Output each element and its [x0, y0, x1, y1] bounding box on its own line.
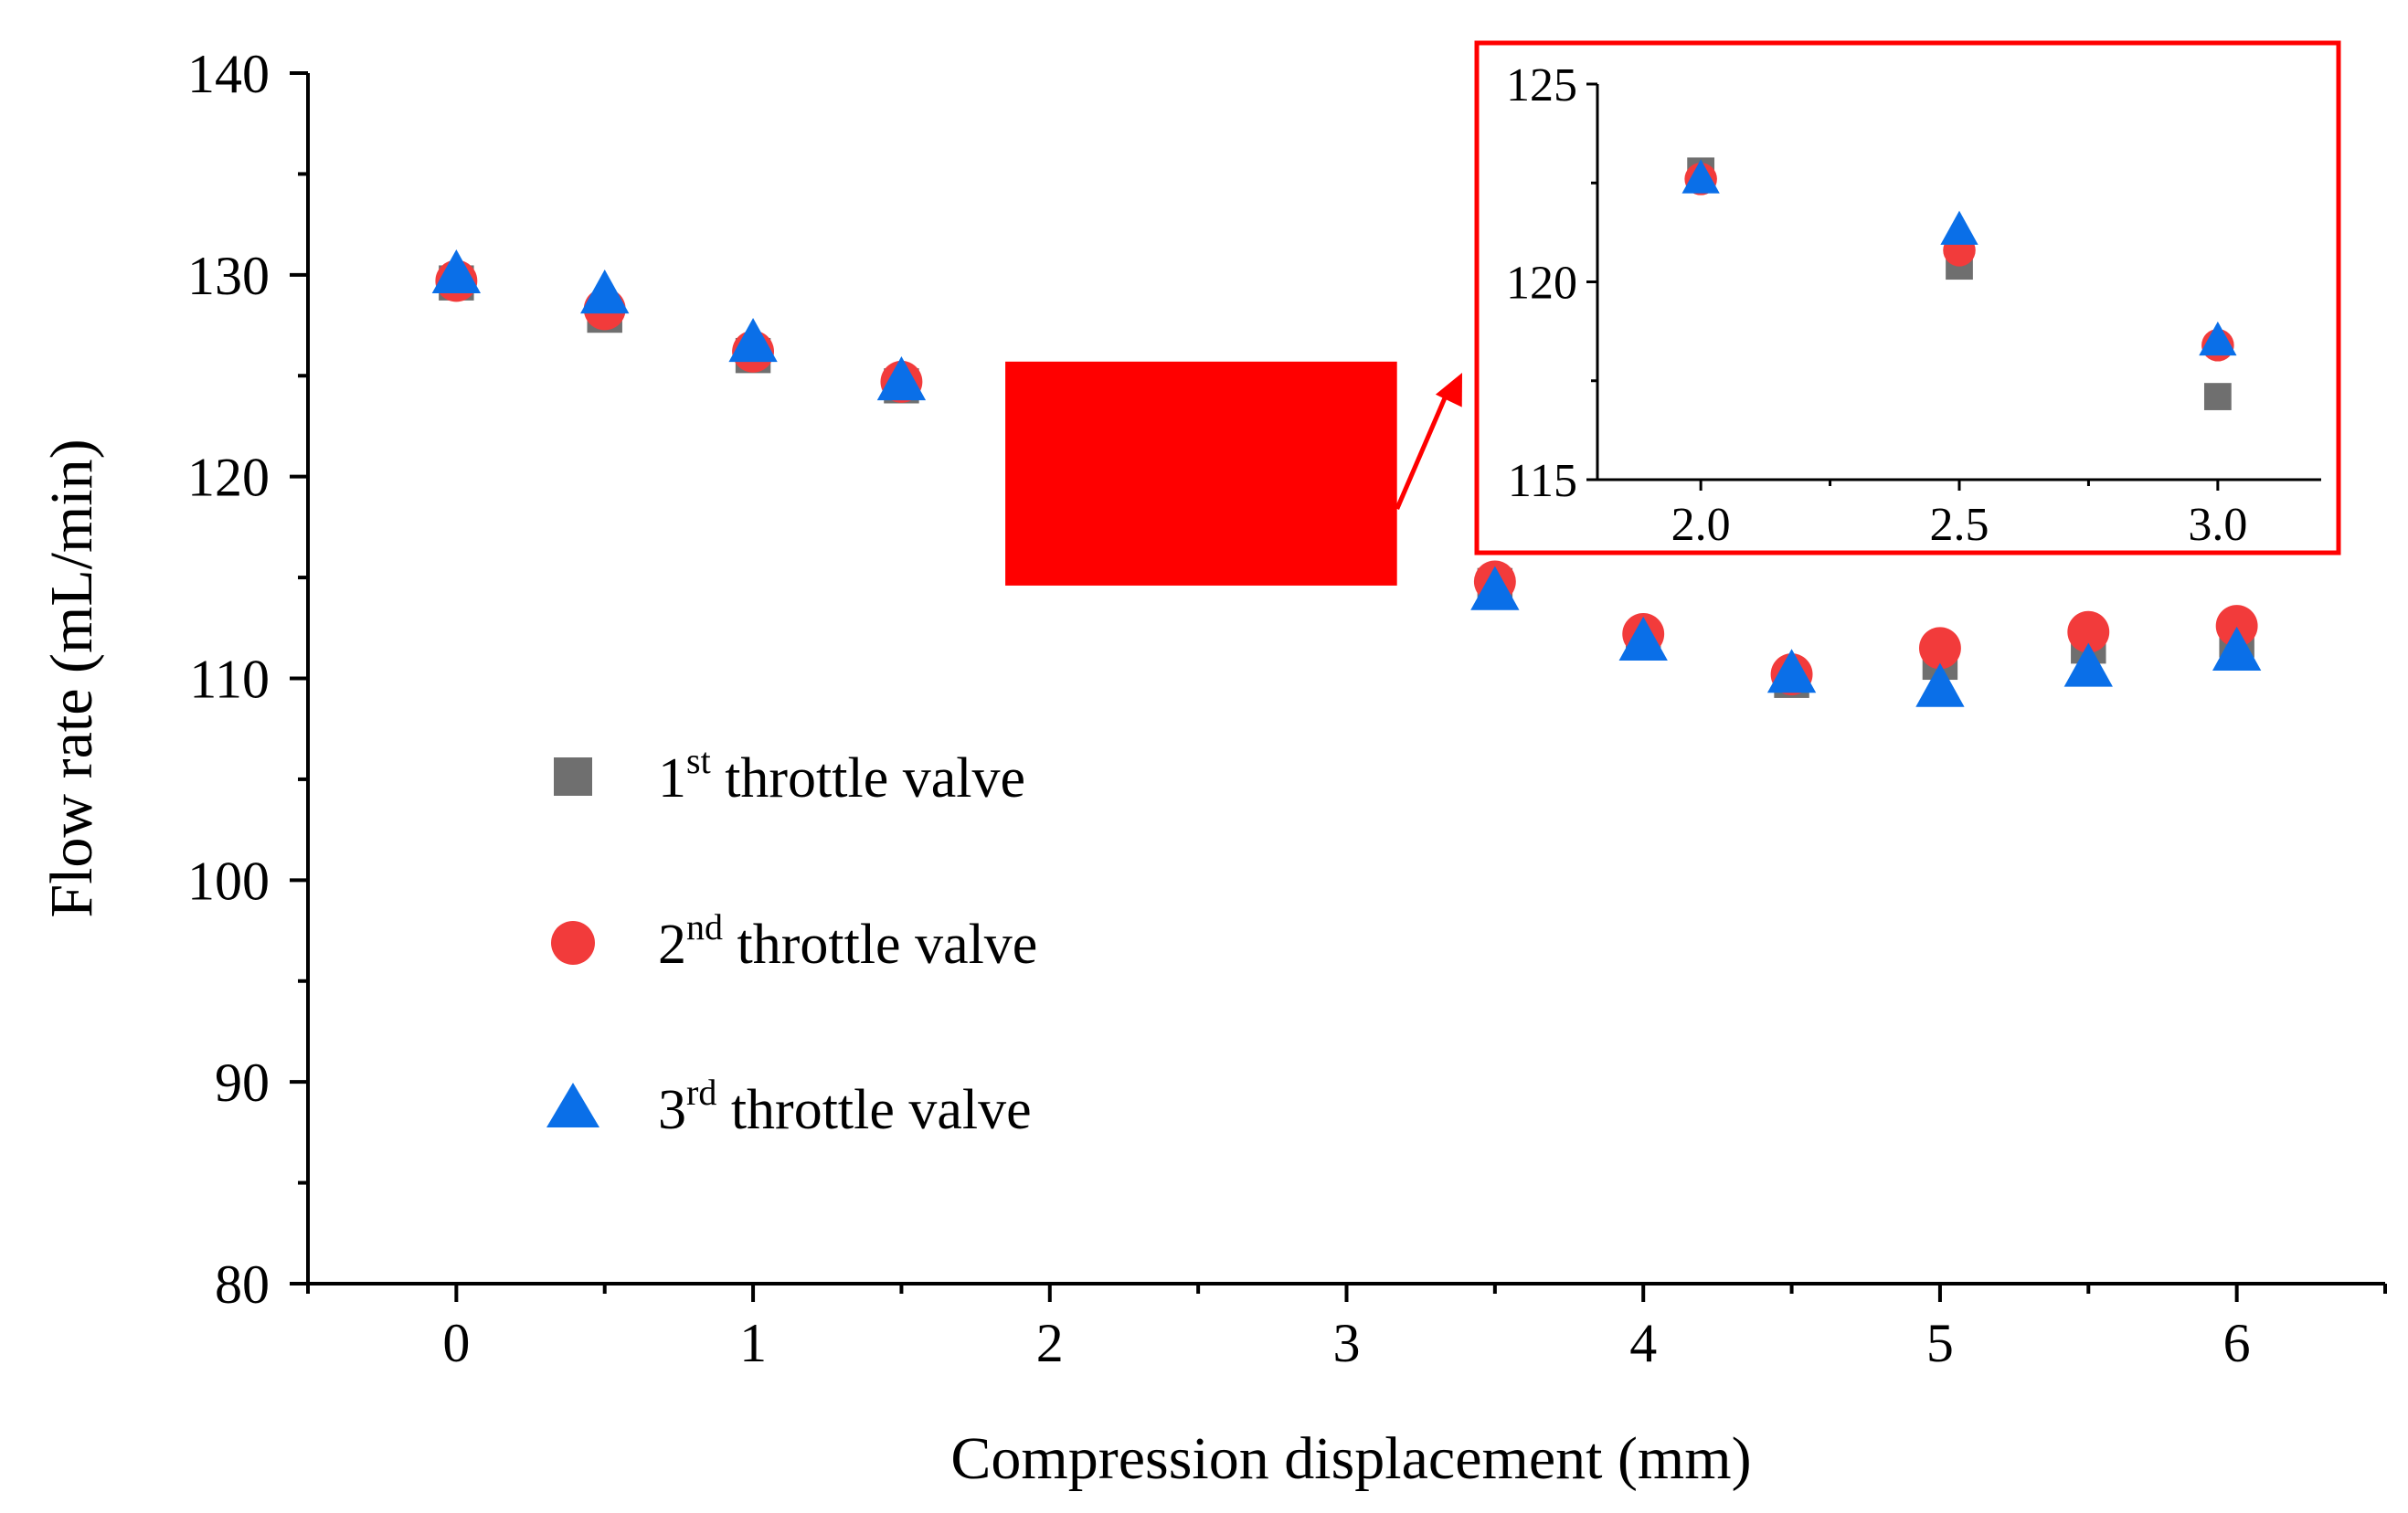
x-tick-label: 6: [2223, 1313, 2251, 1373]
highlight-box: [1005, 361, 1397, 586]
inset-y-tick-label: 125: [1506, 59, 1577, 111]
point-triangle-s3: [1915, 662, 1965, 707]
inset-data-points: [1681, 157, 2237, 410]
legend-label-base: 3: [658, 1079, 686, 1141]
main-plot: 0 1 2 3 4 5 6 80 90 100 110 120 130 140 Compression d…: [38, 44, 2387, 1492]
y-tick-label: 80: [215, 1254, 270, 1315]
legend-label-rest: throttle valve: [723, 914, 1037, 976]
inset-point-square-s1: [2203, 383, 2232, 410]
inset-x-tick-label: 2.0: [1671, 499, 1731, 551]
x-tick-label: 5: [1926, 1313, 1954, 1373]
legend-item-2: 2nd throttle valve: [551, 906, 1037, 976]
inset-y-tick-label: 120: [1506, 258, 1577, 310]
point-circle-s2: [2215, 605, 2258, 648]
legend: 1st throttle valve 2nd throttle valve 3r…: [546, 740, 1037, 1141]
x-tick-label: 1: [739, 1313, 767, 1373]
inset-point-triangle-s3: [1940, 210, 1978, 245]
point-triangle-s3: [580, 270, 630, 314]
zoom-arrow: [1395, 386, 1452, 510]
x-tick-label: 2: [1036, 1313, 1064, 1373]
zoom-arrow-head: [1435, 373, 1462, 407]
point-triangle-s3: [728, 318, 778, 363]
legend-label-sup: rd: [686, 1072, 716, 1113]
y-tick-label: 90: [215, 1053, 270, 1113]
inset-plot: 2.0 2.5 3.0 115 120 125: [1474, 40, 2341, 555]
legend-label-sup: st: [686, 740, 711, 781]
legend-item-3: 3rd throttle valve: [546, 1072, 1032, 1141]
point-triangle-s3: [1470, 566, 1520, 610]
point-triangle-s3: [431, 249, 482, 294]
legend-label-sup: nd: [686, 906, 723, 947]
x-axis-label: Compression displacement (mm): [950, 1425, 1751, 1492]
inset-frame: [1474, 40, 2341, 555]
point-circle-s2: [1918, 627, 1961, 670]
legend-label: 1st throttle valve: [658, 740, 1025, 809]
point-triangle-s3: [2212, 626, 2262, 672]
y-axis-label: Flow rate (mL/min): [38, 439, 105, 917]
inset-tick-labels: 2.0 2.5 3.0 115 120 125: [1506, 59, 2247, 551]
x-tick-label: 4: [1629, 1313, 1657, 1373]
x-tick-label: 3: [1333, 1313, 1361, 1373]
point-triangle-s3: [1766, 649, 1817, 693]
inset-x-tick-label: 3.0: [2188, 499, 2247, 551]
main-data-points: [431, 249, 2262, 707]
legend-item-1: 1st throttle valve: [554, 740, 1025, 809]
legend-label-rest: throttle valve: [711, 747, 1025, 809]
legend-marker-circle: [551, 921, 595, 965]
inset-x-tick-label: 2.5: [1930, 499, 1989, 551]
legend-label-base: 2: [658, 914, 686, 976]
legend-label: 3rd throttle valve: [658, 1072, 1032, 1141]
y-tick-label: 110: [189, 650, 270, 710]
main-tick-labels: 0 1 2 3 4 5 6 80 90 100 110 120 130 140: [187, 44, 2251, 1373]
legend-label-rest: throttle valve: [716, 1079, 1031, 1141]
legend-marker-square: [554, 757, 592, 796]
x-tick-label: 0: [442, 1313, 470, 1373]
y-tick-label: 120: [187, 448, 270, 508]
y-tick-label: 100: [187, 851, 270, 911]
y-tick-label: 140: [187, 44, 270, 104]
inset-point-triangle-s3: [2199, 321, 2237, 356]
point-circle-s2: [2067, 610, 2110, 653]
legend-label: 2nd throttle valve: [658, 906, 1037, 976]
inset-ticks: [1586, 82, 2220, 491]
point-triangle-s3: [2063, 642, 2113, 687]
y-tick-label: 130: [187, 246, 270, 306]
point-triangle-s3: [1618, 616, 1668, 661]
point-triangle-s3: [876, 356, 927, 401]
legend-marker-triangle: [546, 1083, 599, 1127]
inset-point-triangle-s3: [1681, 159, 1720, 194]
legend-label-base: 1: [658, 747, 686, 809]
inset-y-tick-label: 115: [1508, 455, 1577, 507]
